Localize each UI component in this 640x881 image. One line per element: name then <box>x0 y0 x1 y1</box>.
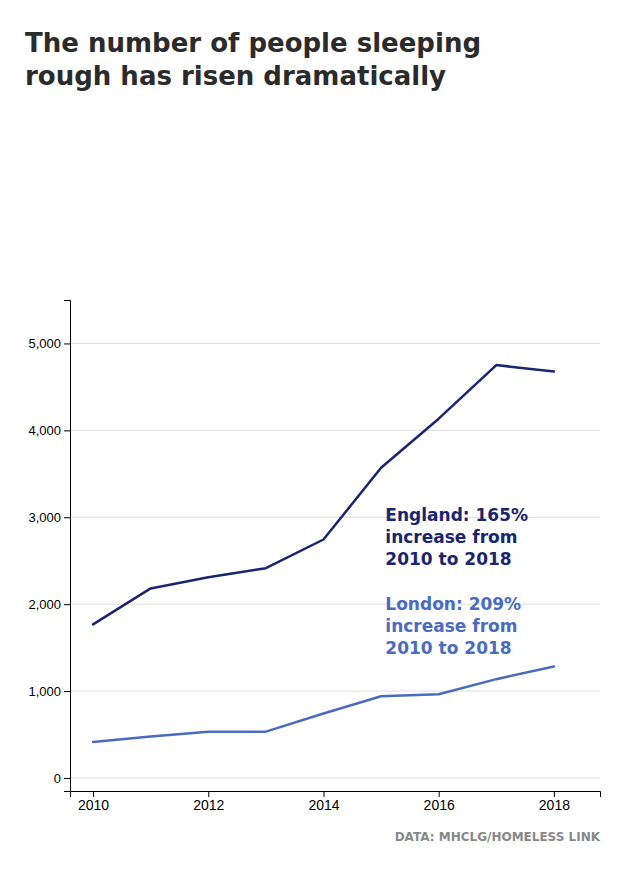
chart: The number of people sleepingrough has r… <box>0 0 640 881</box>
series-line <box>93 666 554 741</box>
x-tick: 2016 <box>424 791 455 813</box>
y-tick-label: 5,000 <box>28 336 61 351</box>
annotation: London: 209%increase from2010 to 2018 <box>385 594 521 658</box>
y-tick-mark <box>64 430 70 431</box>
y-tick: 2,000 <box>28 597 70 612</box>
source-line: DATA: MHCLG/HOMELESS LINK <box>395 830 601 844</box>
annotation-line: 2010 to 2018 <box>385 638 511 658</box>
y-tick-mark <box>64 691 70 692</box>
annotation-line: England: 165% <box>385 505 528 525</box>
grid-line <box>70 343 600 344</box>
y-tick-mark <box>64 604 70 605</box>
title-line: rough has risen dramatically <box>25 61 446 91</box>
annotation-line: London: 209% <box>385 594 521 614</box>
annotation: England: 165%increase from2010 to 2018 <box>385 505 528 569</box>
annotation-line: 2010 to 2018 <box>385 549 511 569</box>
x-tick: 2018 <box>539 791 570 813</box>
series-group <box>93 365 554 742</box>
annotation-line: increase from <box>385 616 517 636</box>
x-tick-label: 2014 <box>308 797 339 813</box>
y-tick-mark <box>64 778 70 779</box>
x-tick: 2010 <box>78 791 109 813</box>
y-tick: 1,000 <box>28 684 70 699</box>
y-tick-mark <box>64 517 70 518</box>
y-tick: 4,000 <box>28 423 70 438</box>
y-tick: 0 <box>54 771 70 786</box>
x-axis: 2010 2012 2014 2016 2018 <box>71 791 601 813</box>
annotation-line: increase from <box>385 527 517 547</box>
grid-line <box>70 777 600 778</box>
plot: 2010 2012 2014 2016 2018 0 1,000 2,000 3,000 4,00… <box>28 301 600 845</box>
x-tick-label: 2012 <box>193 797 224 813</box>
x-tick: 2014 <box>308 791 339 813</box>
y-tick-label: 0 <box>54 771 61 786</box>
y-tick-label: 2,000 <box>28 597 61 612</box>
x-tick-label: 2016 <box>424 797 455 813</box>
title-line: The number of people sleeping <box>25 28 481 58</box>
grid-line <box>70 430 600 431</box>
x-tick: 2012 <box>193 791 224 813</box>
y-axis-line <box>64 301 71 792</box>
y-tick: 3,000 <box>28 510 70 525</box>
title: The number of people sleepingrough has r… <box>25 28 481 91</box>
y-tick-label: 4,000 <box>28 423 61 438</box>
y-tick-mark <box>64 343 70 344</box>
y-tick-label: 3,000 <box>28 510 61 525</box>
grid-line <box>70 691 600 692</box>
source-note: DATA: MHCLG/HOMELESS LINK <box>395 830 601 844</box>
y-tick: 5,000 <box>28 336 70 351</box>
series-line <box>93 365 554 624</box>
y-tick-label: 1,000 <box>28 684 61 699</box>
x-tick-label: 2010 <box>78 797 109 813</box>
y-axis: 0 1,000 2,000 3,000 4,000 5,000 <box>28 301 70 792</box>
grid <box>70 343 600 778</box>
x-tick-label: 2018 <box>539 797 570 813</box>
